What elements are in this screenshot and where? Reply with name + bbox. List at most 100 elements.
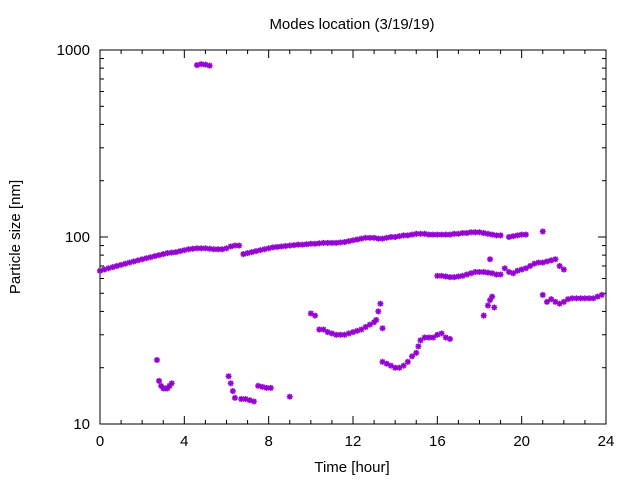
data-point	[539, 259, 546, 266]
data-point	[143, 255, 150, 262]
marker-stroke	[156, 378, 162, 384]
marker-stroke	[552, 256, 559, 263]
marker-stroke	[493, 271, 500, 278]
marker-stroke	[333, 332, 339, 338]
x-tick-label: 20	[513, 433, 530, 450]
data-point	[206, 245, 213, 252]
marker-stroke	[430, 231, 436, 238]
marker-stroke	[362, 235, 369, 241]
data-point	[468, 229, 475, 236]
x-axis-label: Time [hour]	[314, 459, 389, 476]
marker-stroke	[320, 326, 327, 333]
marker-stroke	[451, 274, 457, 280]
data-point	[316, 326, 323, 333]
marker-stroke	[472, 269, 479, 275]
data-point	[229, 388, 236, 395]
marker-stroke	[485, 302, 491, 309]
data-point	[250, 398, 257, 405]
data-point	[225, 373, 232, 380]
data-point	[552, 256, 559, 263]
marker-stroke	[299, 241, 306, 248]
data-point	[442, 273, 449, 280]
marker-stroke	[324, 329, 331, 335]
marker-stroke	[377, 300, 384, 307]
data-point	[501, 265, 508, 272]
marker-stroke	[282, 243, 289, 249]
data-point	[153, 356, 160, 363]
data-point	[413, 349, 420, 356]
marker-stroke	[303, 241, 310, 247]
marker-stroke	[489, 231, 495, 238]
marker-stroke	[255, 383, 261, 389]
data-point	[354, 327, 361, 334]
marker-stroke	[443, 231, 449, 238]
marker-stroke	[242, 396, 249, 402]
marker-stroke	[308, 310, 314, 317]
data-point	[480, 312, 487, 319]
data-point	[417, 337, 424, 344]
marker-stroke	[198, 61, 204, 67]
marker-stroke	[599, 292, 605, 298]
data-point	[328, 239, 335, 246]
marker-stroke	[251, 398, 257, 405]
marker-stroke	[438, 273, 445, 279]
marker-stroke	[333, 240, 339, 246]
marker-stroke	[480, 269, 487, 275]
marker-stroke	[316, 326, 322, 333]
marker-stroke	[421, 334, 428, 341]
data-point	[489, 293, 496, 300]
marker-stroke	[417, 337, 424, 344]
marker-stroke	[476, 269, 483, 275]
plot-frame	[99, 49, 607, 425]
data-point	[366, 321, 373, 328]
marker-stroke	[362, 324, 369, 330]
marker-stroke	[556, 263, 563, 269]
marker-stroke	[493, 232, 500, 239]
marker-stroke	[506, 269, 512, 275]
data-point	[455, 230, 462, 237]
marker-stroke	[194, 245, 200, 252]
x-tick-label: 4	[180, 433, 188, 450]
y-tick-label: 100	[65, 229, 90, 246]
data-point	[497, 271, 504, 278]
data-point	[430, 334, 437, 341]
data-point	[404, 358, 411, 365]
marker-stroke	[480, 312, 487, 319]
data-point	[543, 298, 550, 305]
marker-stroke	[295, 241, 301, 248]
marker-stroke	[434, 273, 441, 279]
data-point	[535, 259, 542, 266]
marker-stroke	[489, 270, 495, 276]
marker-stroke	[413, 231, 419, 237]
marker-stroke	[573, 295, 580, 302]
marker-stroke	[225, 373, 232, 379]
x-tick-label: 16	[429, 433, 446, 450]
data-point	[539, 228, 546, 235]
marker-stroke	[459, 230, 466, 236]
marker-stroke	[379, 325, 386, 332]
marker-stroke	[367, 321, 373, 328]
marker-stroke	[211, 246, 217, 252]
marker-stroke	[523, 231, 529, 238]
data-point	[539, 291, 546, 298]
data-point	[181, 247, 188, 254]
data-point	[379, 325, 386, 332]
data-point	[522, 265, 529, 272]
marker-stroke	[367, 235, 373, 241]
marker-stroke	[582, 295, 588, 302]
data-point	[415, 343, 422, 350]
marker-stroke	[569, 295, 575, 302]
marker-stroke	[308, 241, 314, 247]
marker-stroke	[312, 241, 318, 247]
data-point	[198, 245, 205, 252]
marker-stroke	[544, 299, 550, 305]
marker-stroke	[421, 231, 428, 237]
marker-stroke	[400, 232, 407, 239]
marker-stroke	[278, 243, 285, 250]
x-tick-label: 12	[345, 433, 362, 450]
data-point	[497, 232, 504, 239]
data-point	[487, 256, 494, 263]
marker-stroke	[154, 357, 160, 363]
y-tick-label: 1000	[57, 42, 90, 59]
